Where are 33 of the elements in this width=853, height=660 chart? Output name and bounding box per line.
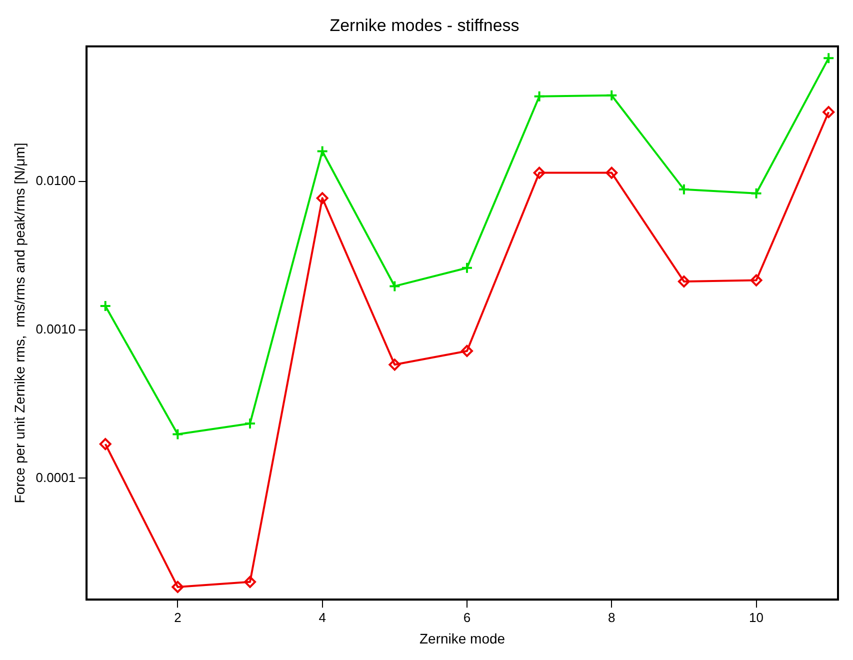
point — [244, 576, 256, 588]
point — [316, 145, 328, 158]
x-tick-label: 8 — [608, 610, 616, 625]
x-tick-label: 2 — [174, 610, 182, 625]
point — [606, 166, 618, 179]
y-axis-title: Force per unit Zernike rms, rms/rms and peak/rms [N/μm] — [11, 142, 28, 504]
point — [750, 187, 762, 200]
point — [99, 438, 112, 450]
point — [172, 580, 184, 593]
point — [533, 166, 546, 179]
point — [606, 89, 618, 102]
x-axis-title: Zernike mode — [419, 630, 506, 646]
point — [244, 417, 256, 430]
point — [460, 262, 473, 274]
chart-title: Zernike modes - stiffness — [330, 16, 520, 35]
point — [388, 358, 401, 371]
point — [460, 344, 473, 357]
y-tick-label: 0.0001 — [36, 470, 76, 485]
point — [388, 280, 401, 292]
point — [316, 192, 328, 204]
x-tick-label: 10 — [749, 610, 764, 625]
point — [822, 106, 835, 118]
y-tick-label: 0.0010 — [36, 321, 76, 336]
point — [822, 52, 835, 64]
point — [678, 183, 690, 196]
point — [99, 300, 112, 312]
x-tick-label: 6 — [463, 610, 471, 625]
point — [533, 90, 546, 102]
x-tick-label: 4 — [318, 610, 326, 625]
point — [678, 275, 690, 288]
point — [172, 428, 184, 440]
y-tick-label: 0.0100 — [36, 173, 76, 188]
point — [750, 274, 762, 286]
